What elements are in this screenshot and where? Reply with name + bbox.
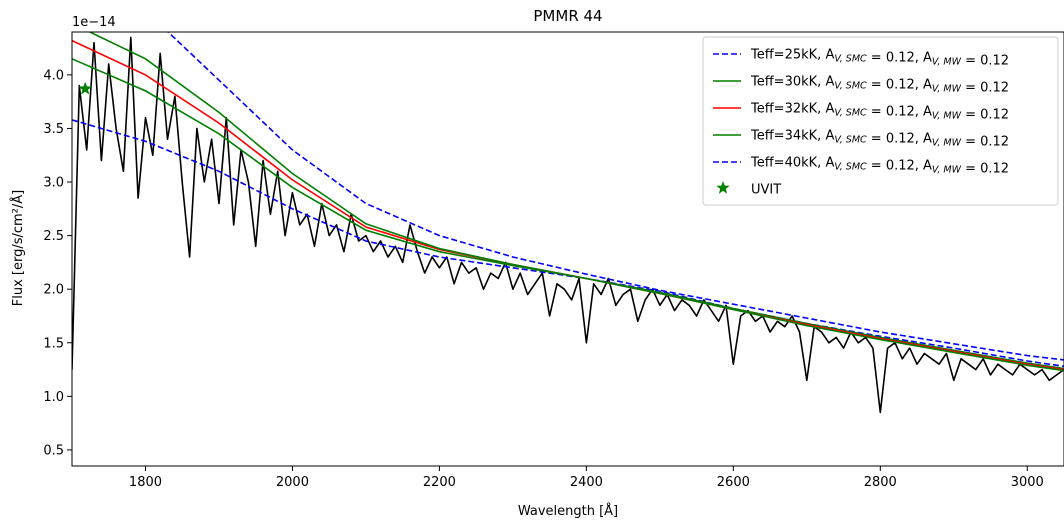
model-series-4: [88, 32, 1064, 372]
x-tick-label: 2600: [717, 475, 750, 490]
x-tick-label: 2800: [864, 475, 897, 490]
y-offset-text: 1e−14: [72, 15, 116, 30]
legend-entry-label: Teff=30kK, AV, SMC = 0.12, AV, MW = 0.12: [750, 75, 1009, 96]
x-tick-label: 2400: [570, 475, 603, 490]
uvit-star-marker: [78, 81, 92, 95]
legend-entry-label: Teff=34kK, AV, SMC = 0.12, AV, MW = 0.12: [750, 129, 1009, 150]
observed-spectrum-line: [72, 36, 1064, 414]
axis-ticks: 1800 2000 2200 2400 2600 2800 3000 0.5 1.0 1.5 2.0…: [43, 68, 1043, 490]
legend-entry-label: Teff=32kK, AV, SMC = 0.12, AV, MW = 0.12: [750, 102, 1009, 123]
y-tick-label: 2.0: [43, 283, 64, 298]
chart-title: PMMR 44: [533, 7, 602, 25]
plot-area: [72, 32, 1064, 414]
x-tick-label: 3000: [1011, 475, 1044, 490]
legend-star-marker: [716, 181, 730, 194]
legend-entry-label: Teff=25kK, AV, SMC = 0.12, AV, MW = 0.12: [750, 48, 1009, 69]
x-tick-label: 2000: [276, 475, 309, 490]
y-tick-label: 1.5: [43, 336, 64, 351]
x-axis-label: Wavelength [Å]: [518, 503, 618, 519]
y-tick-label: 2.5: [43, 229, 64, 244]
y-tick-label: 4.0: [43, 68, 64, 83]
x-tick-label: 2200: [423, 475, 456, 490]
legend-entry-label: Teff=40kK, AV, SMC = 0.12, AV, MW = 0.12: [750, 156, 1009, 177]
y-tick-label: 3.5: [43, 122, 64, 137]
plot-frame: [71, 31, 1064, 467]
x-tick-label: 1800: [129, 475, 162, 490]
y-tick-label: 3.0: [43, 176, 64, 191]
y-tick-label: 0.5: [43, 443, 64, 458]
legend: Teff=25kK, AV, SMC = 0.12, AV, MW = 0.12…: [702, 36, 1059, 206]
y-tick-label: 1.0: [43, 390, 64, 405]
model-series-5: [166, 32, 1064, 361]
legend-entry-label: UVIT: [751, 183, 781, 198]
y-axis-label: Flux [erg/s/cm²/Å]: [10, 190, 26, 307]
legend-box: [702, 36, 1059, 206]
